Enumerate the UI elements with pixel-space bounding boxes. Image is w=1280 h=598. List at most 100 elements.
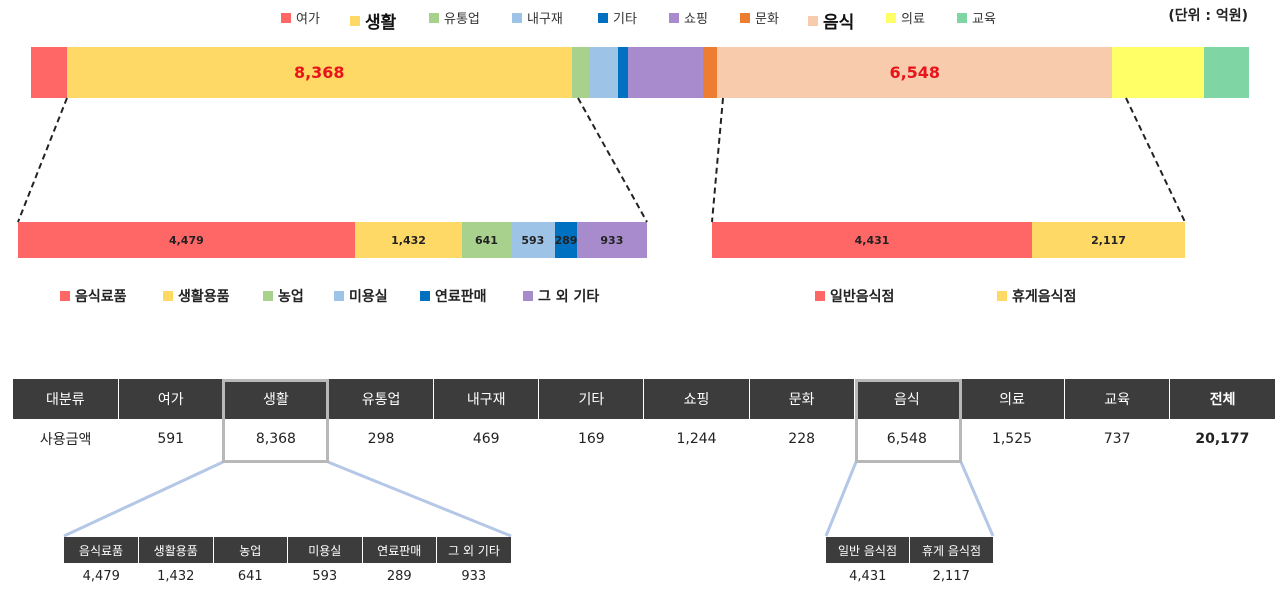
legend-swatch: [997, 291, 1007, 301]
table-header-cell: 일반 음식점: [826, 537, 910, 563]
data-label: 933: [600, 233, 624, 247]
legend-item: 의료: [886, 8, 925, 27]
legend-swatch: [957, 12, 967, 23]
legend-swatch: [886, 12, 896, 23]
table-cell: 1,432: [157, 568, 195, 584]
legend-swatch: [60, 291, 70, 301]
table-header-cell: 농업: [213, 537, 288, 563]
table-cell: 593: [312, 568, 338, 584]
table-cell: 469: [472, 431, 500, 447]
data-label: 4,479: [168, 233, 204, 247]
main-table: 대분류 여가 생활 유통업 내구재 기타 쇼핑 문화 음식 의료 교육 전체 사용금액 591 8,368…: [13, 379, 1275, 459]
table-cell: 6,548: [886, 431, 927, 447]
table-cell: 289: [386, 568, 412, 584]
legend-swatch: [350, 15, 360, 26]
table-cell: 20,177: [1195, 431, 1250, 447]
legend-label: 쇼핑: [684, 12, 708, 27]
legend-label: 교육: [972, 12, 996, 27]
food-sub-table: 일반 음식점 휴게 음식점 4,431 2,117: [826, 537, 993, 589]
main-table-header-row: 대분류 여가 생활 유통업 내구재 기타 쇼핑 문화 음식 의료 교육 전체: [13, 379, 1275, 419]
main-table-row: 사용금액 591 8,368 298 469 169 1,244 228 6,548 1,525 7…: [13, 419, 1275, 459]
connector-food-left: [711, 97, 724, 223]
legend-item: 내구재: [512, 8, 563, 27]
legend-label: 그 외 기타: [538, 289, 600, 305]
bar-segment: 6,548: [717, 47, 1113, 98]
table-cell: 641: [237, 568, 263, 584]
main-stacked-bar: 8,368 6,548: [31, 47, 1249, 98]
data-label: 641: [474, 233, 498, 247]
legend-label: 문화: [755, 12, 779, 27]
legend-item: 농업: [263, 286, 304, 306]
table-header-cell: 교육: [1064, 379, 1171, 419]
data-label: 4,431: [854, 233, 890, 247]
table-header-cell: 여가: [118, 379, 224, 419]
table-header-cell: 음식료품: [64, 537, 139, 563]
table-header-cell: 대분류: [13, 379, 119, 419]
bar-segment: 2,117: [1032, 222, 1185, 258]
data-label: 8,368: [293, 63, 345, 82]
legend-swatch: [334, 291, 344, 301]
legend-item: 미용실: [334, 286, 388, 306]
legend-label: 휴게음식점: [1012, 289, 1077, 305]
bar-segment: [1112, 47, 1205, 98]
table-header-cell: 연료판매: [362, 537, 437, 563]
legend-swatch: [523, 291, 533, 301]
data-label: 2,117: [1091, 233, 1126, 247]
legend-swatch: [163, 291, 173, 301]
bar-segment: 289: [555, 222, 577, 258]
life-breakdown-bar: 4,479 1,432 641 593 289 933: [18, 222, 647, 258]
data-label: 6,548: [889, 63, 941, 82]
legend-label: 생활용품: [178, 289, 230, 305]
data-label: 1,432: [391, 233, 426, 247]
connector-food-right: [1125, 97, 1186, 223]
connector-life-left: [17, 97, 68, 223]
food-sub-table-row: 4,431 2,117: [826, 563, 993, 589]
table-cell: 1,244: [676, 431, 717, 447]
table-header-cell: 휴게 음식점: [909, 537, 993, 563]
bar-segment: 4,479: [18, 222, 355, 258]
legend-item: 휴게음식점: [997, 286, 1076, 306]
table-cell: 737: [1103, 431, 1131, 447]
legend-item: 생활용품: [163, 286, 230, 306]
table-cell: 4,431: [849, 568, 887, 584]
legend-item: 쇼핑: [669, 8, 708, 27]
legend-label: 미용실: [349, 289, 388, 305]
table-cell: 169: [577, 431, 605, 447]
legend-label: 연료판매: [435, 289, 487, 305]
life-sub-table-header-row: 음식료품 생활용품 농업 미용실 연료판매 그 외 기타: [64, 537, 511, 563]
table-cell: 4,479: [82, 568, 120, 584]
unit-label: (단위 : 억원): [1168, 8, 1248, 24]
table-header-cell: 쇼핑: [643, 379, 750, 419]
table-cell: 591: [157, 431, 185, 447]
bar-segment: [31, 47, 67, 98]
life-sub-table-row: 4,479 1,432 641 593 289 933: [64, 563, 511, 589]
table-connector-life-left: [63, 460, 224, 538]
table-header-cell: 내구재: [433, 379, 540, 419]
table-header-cell: 기타: [538, 379, 645, 419]
bar-segment: 641: [462, 222, 511, 258]
legend-item: 문화: [740, 8, 779, 27]
table-connector-food-right: [959, 461, 995, 537]
bar-segment: [628, 47, 704, 98]
legend-item: 생활: [350, 8, 396, 33]
table-header-cell: 생활: [223, 379, 329, 419]
highlight-life-column: [222, 379, 329, 463]
table-header-cell: 그 외 기타: [436, 537, 511, 563]
legend-swatch: [669, 12, 679, 23]
table-cell: 8,368: [255, 431, 296, 447]
table-header-cell: 생활용품: [138, 537, 214, 563]
legend-label: 일반음식점: [830, 289, 895, 305]
table-header-cell: 음식: [854, 379, 960, 419]
legend-swatch: [740, 12, 750, 23]
table-header-cell: 전체: [1169, 379, 1275, 419]
legend-label: 음식: [823, 13, 855, 33]
table-connector-food-left: [824, 461, 858, 537]
legend-swatch: [281, 12, 291, 23]
highlight-food-column: [855, 379, 962, 463]
bar-segment: 933: [576, 222, 647, 258]
bar-segment: [571, 47, 590, 98]
table-cell: 933: [461, 568, 487, 584]
legend-swatch: [808, 15, 818, 26]
bar-segment: [703, 47, 718, 98]
